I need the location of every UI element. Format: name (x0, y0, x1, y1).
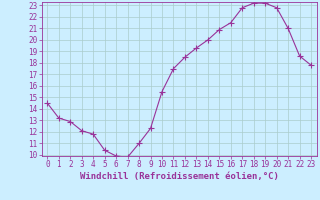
X-axis label: Windchill (Refroidissement éolien,°C): Windchill (Refroidissement éolien,°C) (80, 172, 279, 181)
